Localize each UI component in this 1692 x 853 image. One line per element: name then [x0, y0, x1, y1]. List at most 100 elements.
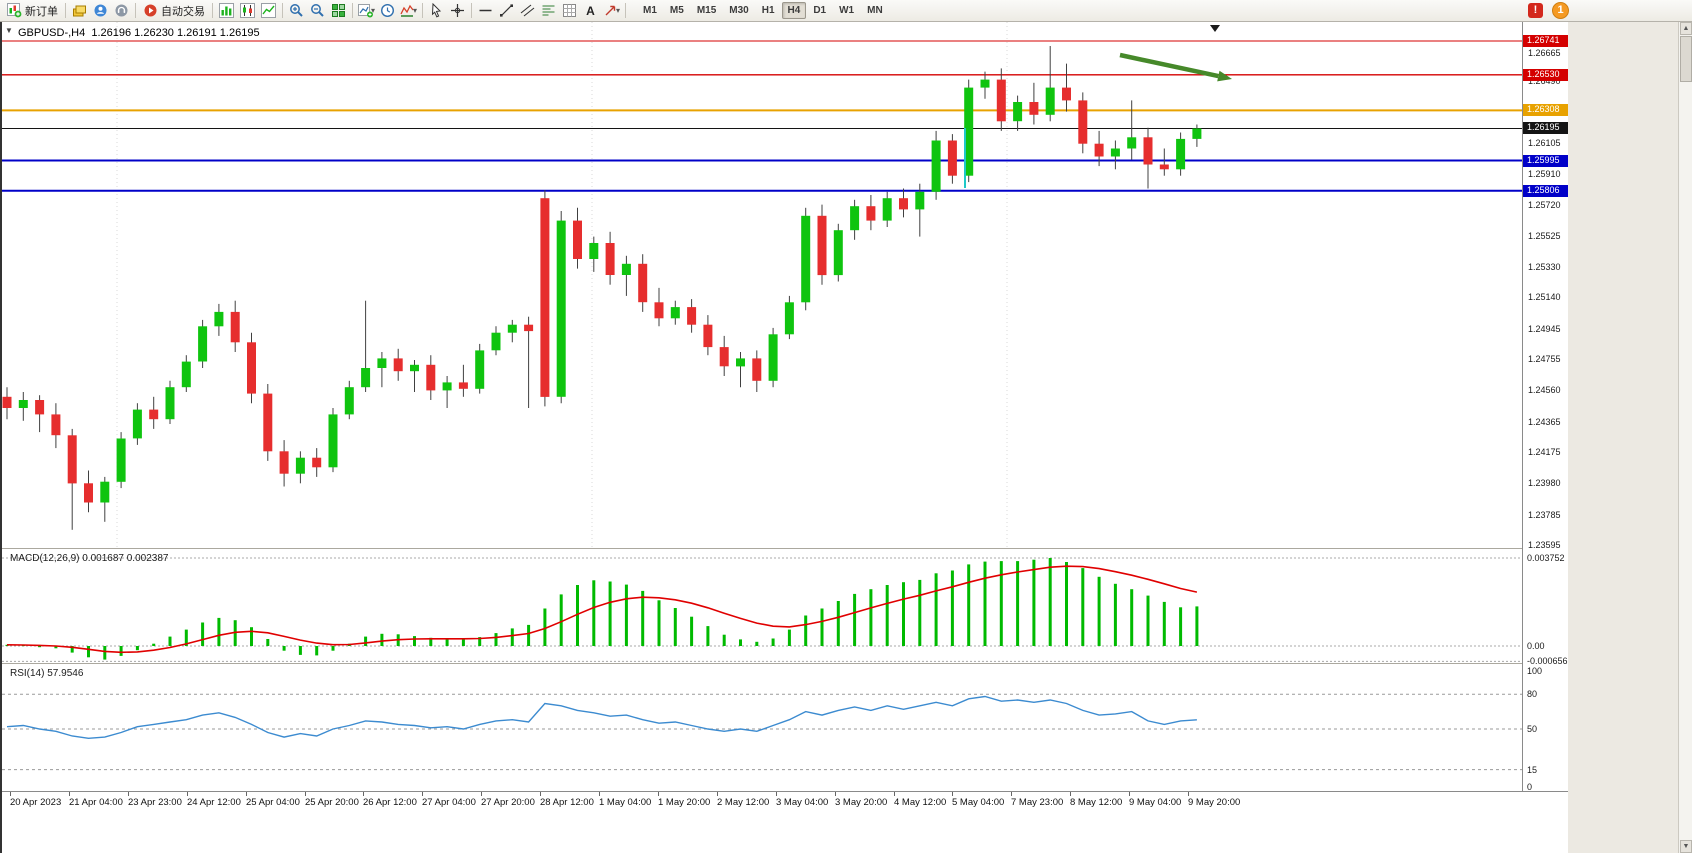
rsi-axis-label: 0 [1527, 782, 1533, 792]
time-axis-label: 20 Apr 2023 [10, 797, 62, 808]
time-axis-label: 3 May 04:00 [776, 797, 829, 808]
candlestick-chart-button[interactable] [237, 1, 258, 20]
time-axis-tick [658, 792, 659, 796]
price-axis-label: 1.24755 [1528, 354, 1561, 364]
scroll-down-arrow[interactable]: ▼ [1680, 840, 1692, 853]
new-order-icon [7, 3, 22, 18]
support-icon [115, 4, 128, 17]
arrows-tool-button[interactable]: ▾ [601, 1, 622, 20]
vertical-scrollbar[interactable]: ▲ ▼ [1678, 22, 1692, 853]
toolbar-separator [471, 3, 472, 18]
price-axis-label: 1.26665 [1528, 48, 1561, 58]
auto-trading-icon [144, 4, 157, 17]
time-axis-label: 9 May 04:00 [1129, 797, 1182, 808]
timeframe-mn-button[interactable]: MN [867, 5, 883, 16]
clock-button[interactable] [377, 1, 398, 20]
timeframe-d1-button[interactable]: D1 [813, 5, 827, 16]
time-axis-tick [481, 792, 482, 796]
crosshair-tool-button[interactable] [447, 1, 468, 20]
fibonacci-tool-button[interactable] [538, 1, 559, 20]
price-level-label: 1.25806 [1523, 185, 1569, 197]
panel-splitter[interactable] [2, 663, 1570, 665]
time-axis-tick [540, 792, 541, 796]
toolbar-separator [65, 3, 66, 18]
arrow-tool-icon [605, 5, 616, 16]
chevron-down-icon: ▾ [615, 6, 620, 15]
scrollbar-thumb[interactable] [1680, 36, 1692, 82]
timeframe-h1-button[interactable]: H1 [761, 5, 775, 16]
zoom-in-button[interactable] [286, 1, 307, 20]
new-order-button[interactable]: 新订单 [3, 1, 62, 20]
timeframe-w1-button[interactable]: W1 [839, 5, 855, 16]
toolbar-separator [625, 3, 626, 18]
auto-trading-button[interactable]: 自动交易 [139, 1, 209, 20]
clock-icon [380, 3, 395, 18]
time-axis-tick [1129, 792, 1130, 796]
horizontal-line-tool-button[interactable] [475, 1, 496, 20]
time-axis[interactable]: 20 Apr 2023 21 Apr 04:00 23 Apr 23:00 24 Ap… [2, 791, 1570, 853]
trendline-tool-button[interactable] [496, 1, 517, 20]
toolbar-separator [282, 3, 283, 18]
scroll-up-arrow[interactable]: ▲ [1680, 22, 1692, 35]
timeframe-m15-button[interactable]: M15 [696, 5, 717, 16]
rsi-panel[interactable] [2, 665, 1522, 791]
time-axis-label: 1 May 20:00 [658, 797, 711, 808]
time-axis-label: 27 Apr 04:00 [422, 797, 476, 808]
time-axis-tick [1070, 792, 1071, 796]
charts-stack-button[interactable] [69, 1, 90, 20]
rsi-axis-label: 100 [1527, 666, 1543, 676]
channel-tool-button[interactable] [517, 1, 538, 20]
auto-trading-label: 自动交易 [161, 5, 205, 18]
cursor-tool-button[interactable] [426, 1, 447, 20]
price-axis-label: 1.23595 [1528, 540, 1561, 550]
macd-axis-label: 0.00 [1527, 641, 1545, 651]
price-axis-label: 1.26105 [1528, 138, 1561, 148]
panel-splitter[interactable] [2, 548, 1570, 550]
line-chart-button[interactable] [258, 1, 279, 20]
tile-windows-button[interactable] [328, 1, 349, 20]
crosshair-icon [451, 4, 464, 17]
chart-menu-button[interactable]: ▼ [5, 26, 13, 35]
candlestick-chart-icon [240, 3, 255, 18]
time-axis-label: 8 May 12:00 [1070, 797, 1123, 808]
rsi-label: RSI(14) 57.9546 [10, 668, 84, 679]
chevron-down-icon: ▾ [370, 6, 375, 15]
price-axis-label: 1.25330 [1528, 262, 1561, 272]
chevron-down-icon: ▾ [412, 6, 417, 15]
timeframe-m1-button[interactable]: M1 [643, 5, 657, 16]
time-axis-tick [128, 792, 129, 796]
time-axis-tick [305, 792, 306, 796]
time-axis-tick [894, 792, 895, 796]
time-axis-tick [952, 792, 953, 796]
timeframe-m30-button[interactable]: M30 [729, 5, 749, 16]
alert-icon[interactable]: ! [1528, 3, 1543, 18]
macd-panel[interactable] [2, 550, 1522, 663]
price-axis[interactable]: 1.26665 1.26490 1.26105 1.25910 1.25720 1.255… [1522, 22, 1570, 791]
time-axis-tick [422, 792, 423, 796]
timeframe-m5-button[interactable]: M5 [669, 5, 684, 16]
notification-badge[interactable]: 1 [1552, 2, 1569, 19]
time-axis-label: 27 Apr 20:00 [481, 797, 535, 808]
zoom-out-button[interactable] [307, 1, 328, 20]
new-chart-icon [357, 4, 373, 18]
grid-tool-button[interactable] [559, 1, 580, 20]
bar-chart-icon [219, 3, 234, 18]
community-button[interactable] [90, 1, 111, 20]
macd-axis-label: 0.003752 [1527, 553, 1565, 563]
new-chart-button[interactable]: ▾ [356, 1, 377, 20]
support-button[interactable] [111, 1, 132, 20]
price-axis-label: 1.23785 [1528, 510, 1561, 520]
timeframe-toolbar: M1 M5 M15 M30 H1 H4 D1 W1 MN [637, 2, 889, 19]
indicators-button[interactable]: ▾ [398, 1, 419, 20]
time-axis-label: 24 Apr 12:00 [187, 797, 241, 808]
time-axis-label: 7 May 23:00 [1011, 797, 1064, 808]
main-chart[interactable] [2, 22, 1522, 548]
timeframe-h4-button[interactable]: H4 [781, 2, 807, 19]
price-axis-label: 1.25525 [1528, 231, 1561, 241]
time-axis-label: 4 May 12:00 [894, 797, 947, 808]
bar-chart-button[interactable] [216, 1, 237, 20]
time-axis-tick [835, 792, 836, 796]
charts-stack-icon [73, 5, 86, 17]
text-tool-button[interactable]: A [580, 1, 601, 20]
